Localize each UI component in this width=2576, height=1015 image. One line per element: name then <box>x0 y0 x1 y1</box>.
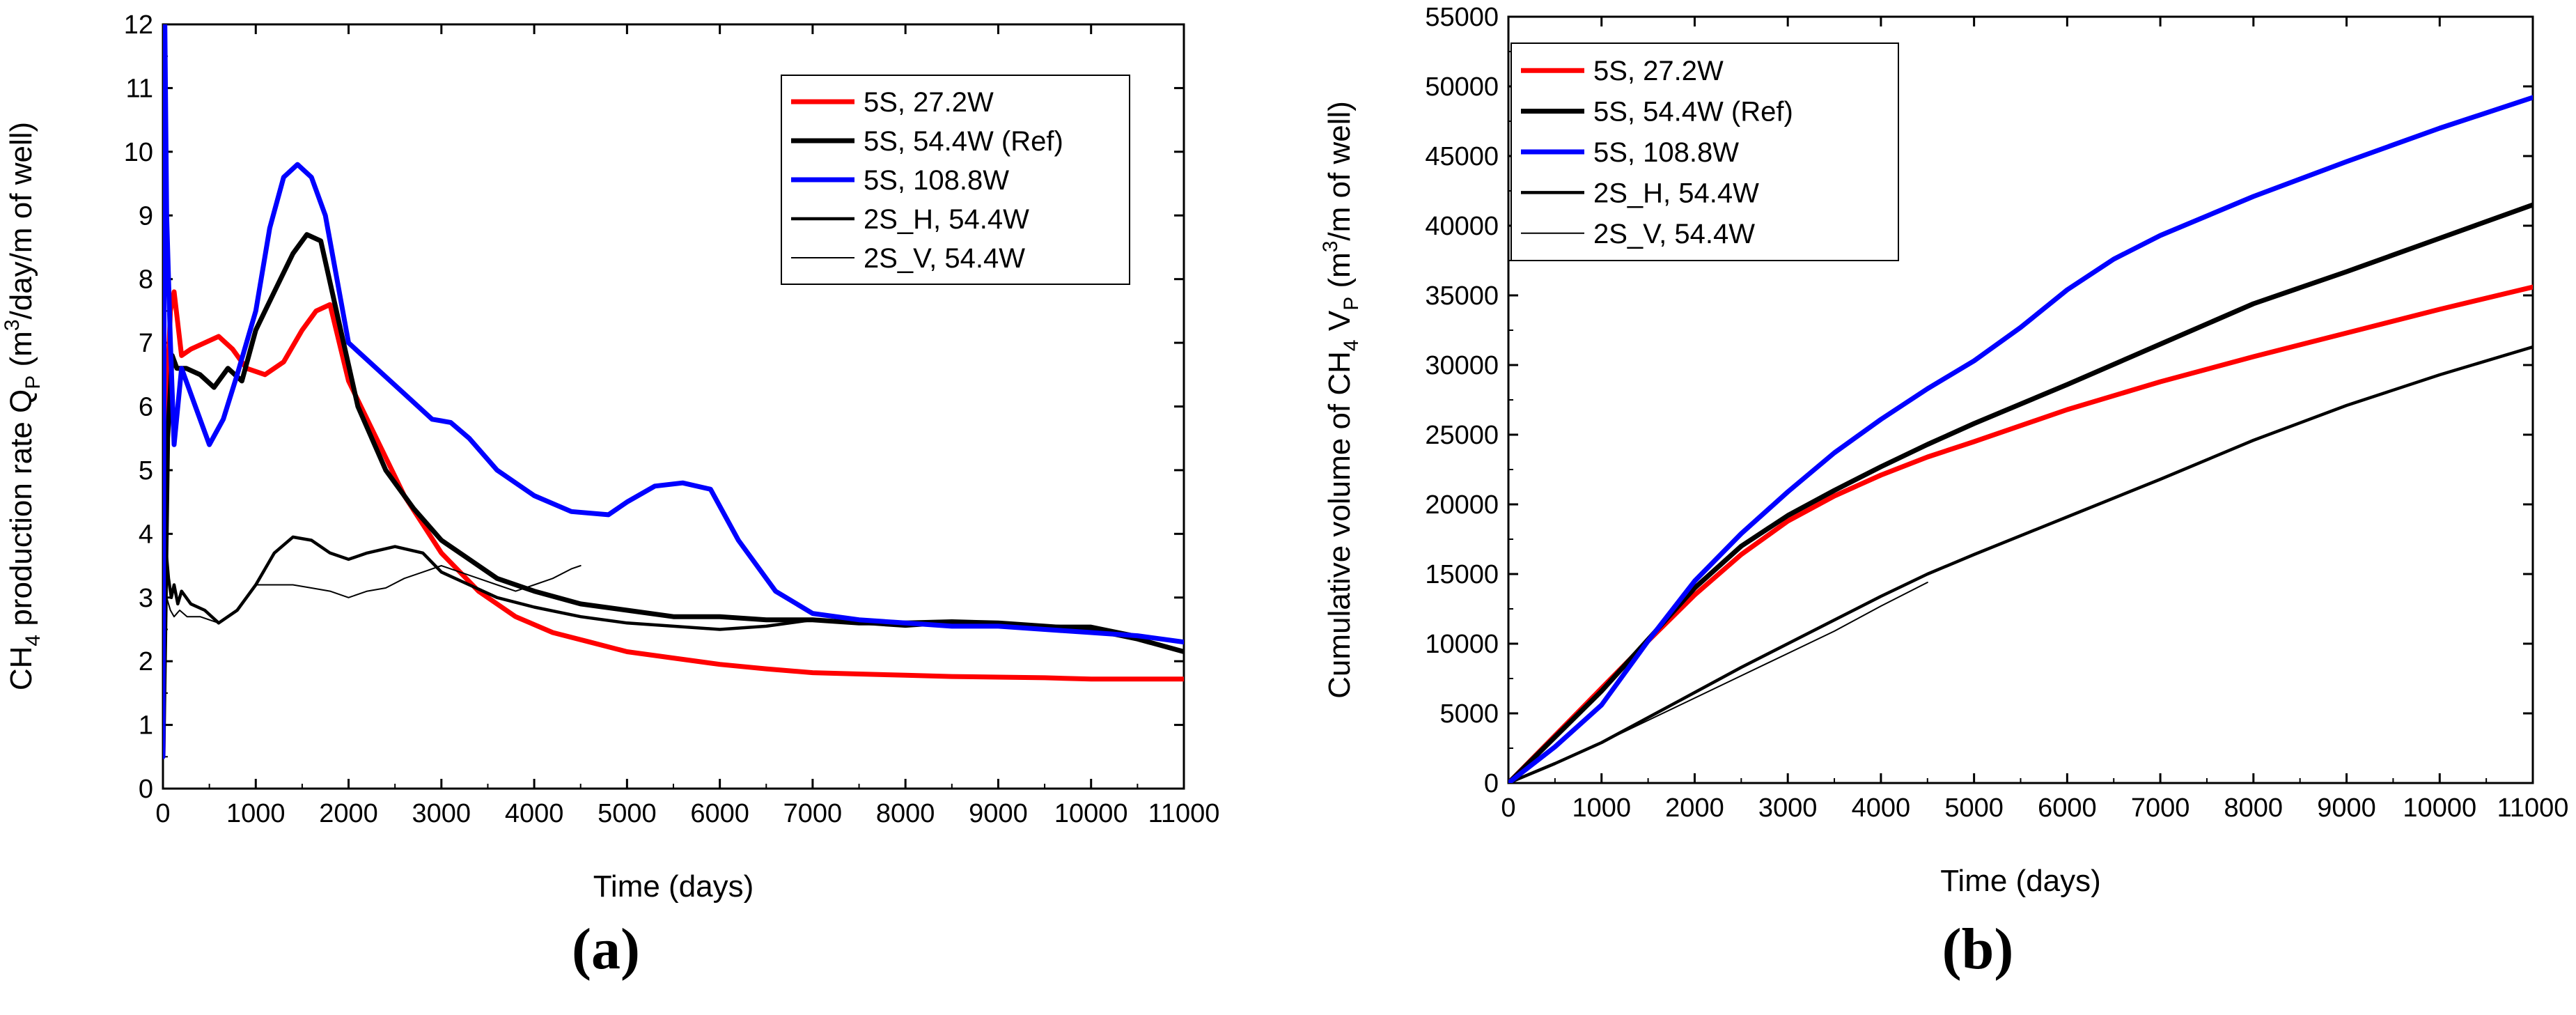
y-tick-label: 25000 <box>1425 421 1499 450</box>
y-tick-label: 6 <box>139 393 153 422</box>
x-tick-label: 6000 <box>2038 793 2097 823</box>
series-line-3 <box>163 449 1184 644</box>
x-axis-title: Time (days) <box>1940 864 2101 898</box>
y-tick-label: 7 <box>139 329 153 358</box>
x-tick-label: 4000 <box>505 799 564 828</box>
y-tick-label: 3 <box>139 584 153 613</box>
y-tick-label: 55000 <box>1425 3 1499 32</box>
panel-label: (a) <box>572 917 640 982</box>
y-tick-label: 20000 <box>1425 490 1499 520</box>
legend-entry-label: 5S, 54.4W (Ref) <box>1593 97 1793 127</box>
y-tick-label: 10000 <box>1425 630 1499 659</box>
y-tick-label: 9 <box>139 201 153 231</box>
series-line-2 <box>1508 95 2533 783</box>
x-tick-label: 0 <box>155 799 170 828</box>
legend-entry-label: 5S, 54.4W (Ref) <box>864 126 1063 157</box>
legend-entry-label: 2S_H, 54.4W <box>864 204 1029 235</box>
series-line-1 <box>1508 202 2533 783</box>
y-tick-label: 11 <box>126 74 153 103</box>
x-tick-label: 10000 <box>1054 799 1128 828</box>
legend-entry-label: 2S_V, 54.4W <box>1593 219 1755 249</box>
x-tick-label: 1000 <box>226 799 286 828</box>
y-tick-label: 15000 <box>1425 560 1499 589</box>
x-tick-label: 5000 <box>598 799 657 828</box>
legend: 5S, 27.2W 5S, 54.4W (Ref) 5S, 108.8W 2S_H, … <box>781 75 1130 285</box>
x-tick-label: 8000 <box>2224 793 2284 823</box>
legend-entry-label: 5S, 108.8W <box>864 165 1009 196</box>
legend-entry-label: 5S, 108.8W <box>1593 137 1739 168</box>
legend-entry-label: 5S, 27.2W <box>864 87 994 118</box>
x-tick-label: 9000 <box>969 799 1028 828</box>
y-tick-label: 10 <box>124 138 153 167</box>
x-tick-label: 7000 <box>783 799 843 828</box>
legend-entry-label: 2S_V, 54.4W <box>864 243 1025 274</box>
x-tick-label: 9000 <box>2317 793 2376 823</box>
x-tick-label: 5000 <box>1944 793 2004 823</box>
y-tick-label: 8 <box>139 265 153 295</box>
y-tick-label: 40000 <box>1425 212 1499 241</box>
x-tick-label: 0 <box>1501 793 1515 823</box>
y-tick-label: 50000 <box>1425 72 1499 102</box>
y-tick-label: 0 <box>1484 769 1499 798</box>
panel-label: (b) <box>1942 917 2014 982</box>
legend-entry-label: 2S_H, 54.4W <box>1593 178 1759 208</box>
y-axis-title: CH4 production rate QP (m3/day/m of well… <box>1 122 45 690</box>
series-group <box>1508 95 2533 783</box>
chart-panel-a: 0 1000 2000 3000 4000 5000 6000 7000 8000 9000 100… <box>1 10 1219 982</box>
y-tick-label: 12 <box>124 10 153 40</box>
chart-panel-b: 0 1000 2000 3000 4000 5000 6000 7000 8000 9000 100… <box>1319 3 2568 982</box>
x-tick-label: 6000 <box>690 799 749 828</box>
series-line-4 <box>163 469 581 624</box>
y-tick-label: 1 <box>139 711 153 741</box>
x-tick-label: 3000 <box>412 799 471 828</box>
y-tick-label: 4 <box>139 520 153 549</box>
series-line-2 <box>163 24 1184 759</box>
y-tick-label: 35000 <box>1425 281 1499 311</box>
y-tick-label: 2 <box>139 647 153 676</box>
y-tick-label: 0 <box>139 775 153 804</box>
legend-entry-label: 5S, 27.2W <box>1593 56 1724 86</box>
x-tick-label: 1000 <box>1572 793 1631 823</box>
series-line-3 <box>1508 345 2533 783</box>
x-tick-label: 11000 <box>2497 793 2569 823</box>
y-tick-label: 30000 <box>1425 351 1499 380</box>
x-tick-label: 8000 <box>876 799 935 828</box>
y-tick-label: 5000 <box>1439 699 1499 729</box>
series-line-0 <box>163 289 1184 759</box>
x-tick-label: 10000 <box>2403 793 2476 823</box>
series-line-4 <box>1508 582 1928 783</box>
x-tick-label: 2000 <box>1665 793 1724 823</box>
series-group <box>163 24 1184 759</box>
x-tick-label: 7000 <box>2131 793 2190 823</box>
y-tick-label: 45000 <box>1425 142 1499 171</box>
x-tick-label: 3000 <box>1758 793 1818 823</box>
legend: 5S, 27.2W 5S, 54.4W (Ref) 5S, 108.8W 2S_H, … <box>1511 42 1899 261</box>
y-axis-title: Cumulative volume of CH4 VP (m3/m of wel… <box>1319 101 1363 699</box>
x-tick-label: 2000 <box>319 799 378 828</box>
x-tick-label: 11000 <box>1148 799 1220 828</box>
x-axis-title: Time (days) <box>593 869 754 904</box>
y-tick-label: 5 <box>139 456 153 486</box>
x-tick-label: 4000 <box>1852 793 1911 823</box>
